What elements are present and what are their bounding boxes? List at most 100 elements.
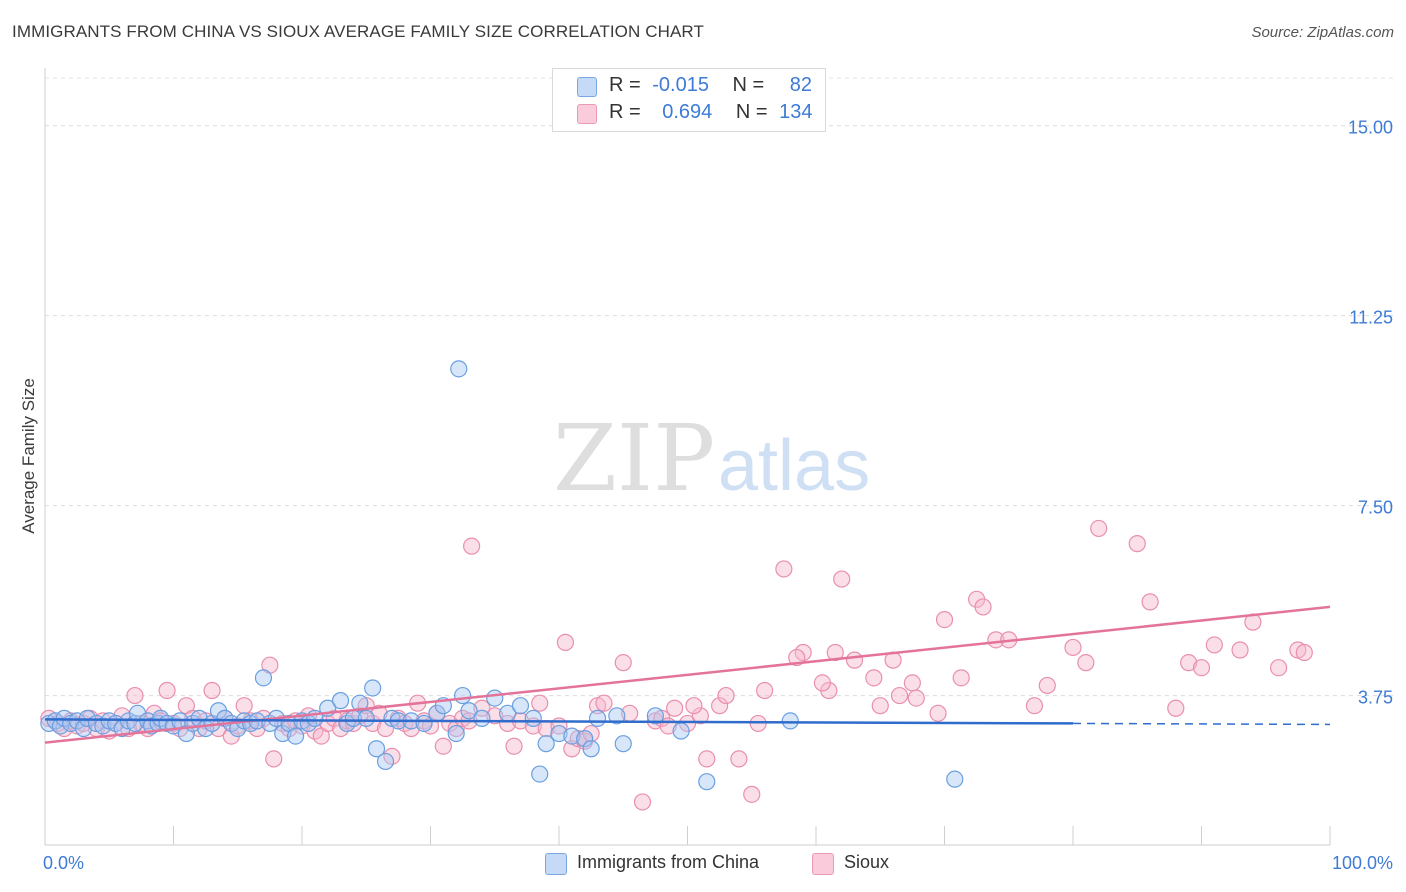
sioux-point bbox=[730, 750, 748, 768]
sioux-point bbox=[1025, 697, 1044, 715]
sioux-point bbox=[265, 750, 283, 768]
china-point bbox=[646, 707, 664, 725]
tick-labels: 3.75 7.50 11.25 15.00 0.0% 100.0% bbox=[43, 118, 1393, 873]
axes bbox=[44, 68, 1331, 846]
sioux-point bbox=[903, 674, 921, 692]
sioux-point bbox=[1064, 638, 1082, 657]
gridlines bbox=[45, 77, 1395, 697]
sioux-point bbox=[325, 709, 343, 727]
china-point bbox=[537, 735, 555, 753]
sioux-point bbox=[717, 686, 735, 705]
y-tick-label: 15.00 bbox=[1348, 118, 1393, 138]
sioux-point bbox=[929, 704, 947, 722]
china-trend-line bbox=[44, 718, 1074, 725]
sioux-point bbox=[743, 785, 761, 803]
china-point bbox=[460, 702, 478, 720]
china-point bbox=[608, 707, 626, 725]
chart-title: IMMIGRANTS FROM CHINA VS SIOUX AVERAGE F… bbox=[12, 22, 704, 41]
china-point bbox=[331, 692, 350, 710]
sioux-point bbox=[633, 793, 652, 811]
sioux-point bbox=[1269, 659, 1288, 677]
china-point bbox=[351, 694, 369, 712]
sioux-point bbox=[952, 669, 970, 687]
china-point bbox=[473, 709, 491, 727]
china-point bbox=[531, 765, 549, 783]
sioux-point bbox=[666, 699, 684, 717]
sioux-point bbox=[1128, 535, 1146, 553]
china-point bbox=[376, 752, 395, 771]
sioux-point bbox=[755, 681, 774, 700]
legend-n-value: 82 bbox=[789, 74, 813, 96]
china-point bbox=[576, 730, 594, 748]
watermark-atlas: atlas bbox=[718, 426, 870, 506]
sioux-point bbox=[907, 689, 925, 707]
sioux-point bbox=[1231, 641, 1249, 659]
sioux-point bbox=[833, 570, 851, 588]
sioux-point bbox=[788, 648, 806, 667]
sioux-point bbox=[698, 750, 716, 768]
legend-r-label: R = bbox=[609, 74, 641, 96]
sioux-point bbox=[865, 669, 883, 687]
sioux-point bbox=[126, 686, 144, 705]
sioux-point bbox=[845, 651, 864, 669]
bottom-swatch-china bbox=[545, 853, 567, 875]
china-point bbox=[614, 735, 632, 753]
y-axis-label: Average Family Size bbox=[19, 378, 38, 534]
legend-n-label: N = bbox=[735, 101, 768, 123]
sioux-point bbox=[826, 643, 844, 662]
x-tick-label: 100.0% bbox=[1332, 853, 1393, 873]
sioux-point bbox=[1192, 659, 1211, 677]
trend-lines bbox=[44, 605, 1331, 744]
legend-swatch-china bbox=[577, 77, 597, 97]
china-point bbox=[450, 360, 468, 378]
sioux-point bbox=[1038, 676, 1056, 695]
sioux-point bbox=[813, 674, 832, 692]
china-point bbox=[177, 724, 195, 743]
y-tick-label: 3.75 bbox=[1358, 688, 1393, 708]
legend-r-label: R = bbox=[609, 101, 641, 123]
sioux-point bbox=[486, 707, 504, 725]
y-tick-label: 11.25 bbox=[1349, 308, 1393, 328]
bottom-legend-label-sioux: Sioux bbox=[844, 852, 890, 872]
sioux-point bbox=[614, 654, 632, 672]
china-point bbox=[286, 727, 305, 745]
sioux-point bbox=[685, 697, 703, 715]
sioux-point bbox=[974, 598, 992, 616]
sioux-point bbox=[595, 694, 613, 712]
legend-swatch-sioux bbox=[577, 104, 597, 124]
legend-r-value: -0.015 bbox=[652, 74, 709, 96]
china-point bbox=[698, 773, 716, 791]
x-tick-label: 0.0% bbox=[43, 853, 84, 873]
sioux-point bbox=[1141, 593, 1159, 611]
china-point bbox=[367, 740, 386, 758]
sioux-point bbox=[1295, 643, 1313, 662]
china-point bbox=[781, 712, 799, 730]
legend: R = -0.015 N = 82 R = 0.694 N = 134 bbox=[552, 68, 826, 132]
china-point bbox=[524, 709, 542, 727]
watermark-zip: ZIP bbox=[553, 405, 715, 512]
china-point bbox=[946, 770, 964, 788]
sioux-point bbox=[531, 694, 549, 712]
china-point bbox=[357, 709, 375, 727]
sioux-point bbox=[563, 740, 581, 758]
china-point bbox=[364, 679, 382, 697]
china-point bbox=[486, 689, 504, 707]
sioux-point bbox=[505, 737, 523, 755]
sioux-point bbox=[556, 633, 575, 651]
sioux-point bbox=[691, 707, 709, 725]
sioux-point bbox=[1205, 636, 1223, 654]
sioux-point bbox=[1077, 654, 1095, 672]
bottom-legend-label-china: Immigrants from China bbox=[577, 852, 760, 872]
chart-source: Source: ZipAtlas.com bbox=[1251, 24, 1394, 41]
y-tick-label: 7.50 bbox=[1358, 498, 1393, 518]
sioux-points bbox=[40, 519, 1313, 811]
sioux-point bbox=[775, 560, 793, 578]
sioux-point bbox=[473, 699, 491, 717]
china-trend-extension bbox=[1072, 722, 1331, 726]
china-point bbox=[254, 669, 273, 687]
sioux-point bbox=[1090, 519, 1108, 538]
china-point bbox=[415, 714, 433, 733]
legend-r-value: 0.694 bbox=[662, 101, 713, 123]
sioux-point bbox=[235, 697, 253, 715]
